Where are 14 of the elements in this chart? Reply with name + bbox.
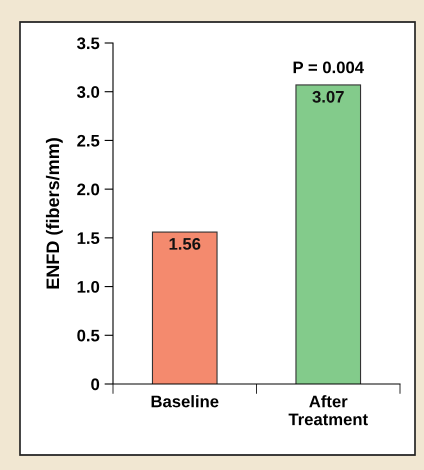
y-tick-label: 3.5	[77, 37, 100, 50]
annotation: P = 0.004	[294, 61, 364, 74]
x-tick-label: Baseline	[152, 395, 218, 408]
y-tick-label: 3.0	[77, 86, 100, 98]
y-tick-label: 2.5	[77, 134, 100, 147]
data-label: 3.07	[312, 90, 344, 103]
x-tick-label: After Treatment	[288, 395, 368, 426]
y-axis-title: ENFD (fibers/mm)	[46, 138, 63, 289]
y-tick-label: 1.0	[78, 280, 100, 293]
y-tick-label: 1.5	[78, 232, 100, 244]
y-tick-label: 2.0	[77, 184, 100, 196]
y-tick-label: 0.5	[77, 330, 100, 342]
data-label: 1.56	[170, 238, 200, 250]
y-tick-label: 0	[91, 378, 100, 390]
